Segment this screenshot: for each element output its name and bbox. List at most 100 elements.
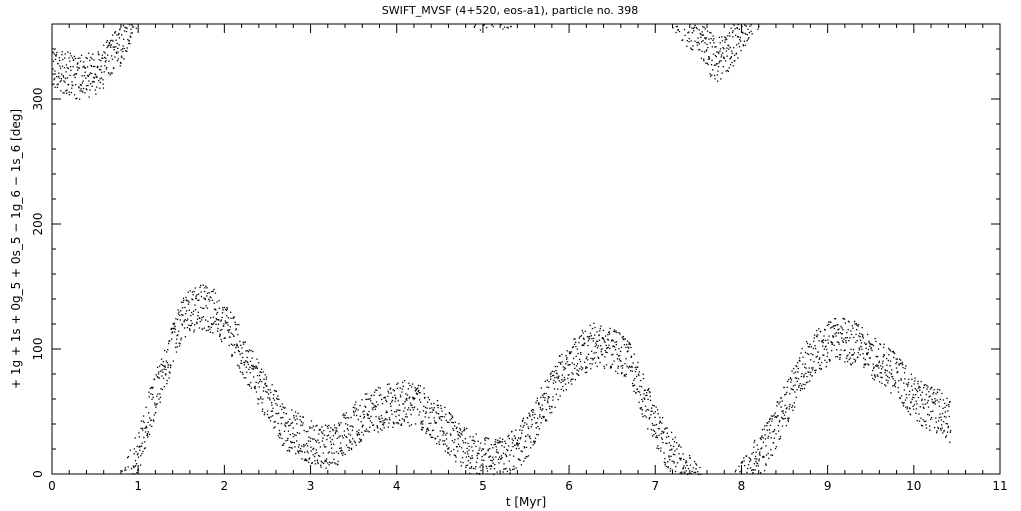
data-point	[175, 318, 177, 320]
data-point	[862, 334, 864, 336]
data-point	[651, 410, 653, 412]
data-point	[543, 393, 545, 395]
data-point	[397, 382, 399, 384]
data-point	[694, 460, 696, 463]
data-point	[569, 352, 572, 354]
data-point	[576, 348, 578, 350]
data-point	[513, 465, 515, 467]
data-point	[743, 464, 746, 467]
data-point	[685, 460, 687, 462]
data-point	[779, 435, 782, 438]
data-point	[114, 56, 116, 58]
data-point	[188, 301, 190, 303]
data-point	[449, 454, 451, 456]
data-point	[494, 463, 496, 466]
data-point	[846, 360, 849, 363]
data-point	[181, 313, 183, 316]
x-tick-label: 11	[992, 479, 1007, 493]
data-point	[835, 335, 837, 337]
data-point	[484, 439, 486, 441]
data-point	[355, 401, 357, 403]
data-point	[321, 426, 323, 428]
data-point	[620, 365, 622, 367]
data-point	[502, 28, 504, 30]
data-point	[61, 51, 63, 53]
data-point	[712, 39, 714, 42]
data-point	[664, 458, 666, 460]
data-point	[807, 353, 810, 355]
data-point	[752, 469, 755, 471]
data-point	[397, 421, 399, 424]
data-point	[250, 349, 252, 352]
data-point	[181, 324, 183, 326]
data-point	[318, 433, 320, 435]
data-point	[705, 37, 708, 39]
data-point	[704, 37, 706, 39]
data-point	[480, 469, 482, 472]
data-point	[343, 413, 345, 415]
data-point	[621, 367, 624, 369]
data-point	[346, 427, 349, 430]
data-point	[615, 370, 617, 373]
data-point	[939, 413, 941, 415]
data-point	[588, 338, 591, 340]
data-point	[332, 429, 334, 432]
data-point	[519, 459, 521, 461]
data-point	[199, 320, 201, 323]
data-point	[459, 436, 461, 438]
data-point	[606, 338, 609, 340]
data-point	[469, 457, 472, 459]
data-point	[750, 459, 752, 461]
data-point	[54, 86, 56, 88]
data-point	[164, 349, 166, 352]
data-point	[942, 432, 944, 434]
data-point	[615, 330, 617, 332]
data-point	[125, 30, 128, 33]
data-point	[168, 371, 171, 373]
data-point	[832, 335, 834, 337]
data-point	[427, 428, 429, 430]
data-point	[923, 407, 925, 410]
data-point	[190, 311, 193, 314]
data-point	[277, 412, 280, 414]
data-point	[312, 454, 314, 456]
data-point	[291, 421, 294, 424]
data-point	[639, 394, 642, 396]
data-point	[502, 471, 504, 473]
data-point	[488, 456, 491, 458]
data-point	[609, 367, 612, 369]
data-point	[316, 459, 319, 461]
data-point	[510, 25, 512, 28]
data-point	[823, 348, 825, 350]
data-point	[527, 434, 529, 436]
data-point	[684, 467, 687, 469]
data-point	[912, 394, 914, 396]
data-point	[318, 455, 321, 457]
data-point	[110, 72, 112, 74]
data-point	[247, 351, 250, 353]
data-point	[309, 427, 311, 430]
data-point	[463, 427, 466, 429]
data-point	[641, 398, 643, 401]
data-point	[656, 409, 659, 411]
data-point	[126, 27, 128, 29]
data-point	[249, 372, 251, 374]
data-point	[878, 360, 881, 363]
data-point	[288, 449, 290, 451]
data-point	[638, 391, 641, 393]
data-point	[521, 450, 523, 453]
data-point	[139, 464, 142, 466]
data-point	[148, 396, 150, 398]
data-point	[339, 435, 341, 437]
data-point	[157, 373, 160, 375]
data-point	[871, 369, 874, 372]
data-point	[845, 340, 847, 342]
data-point	[614, 331, 616, 333]
data-point	[777, 401, 779, 403]
data-point	[330, 427, 332, 429]
data-point	[759, 454, 761, 456]
data-point	[210, 317, 212, 319]
data-point	[933, 391, 935, 394]
data-point	[811, 369, 814, 371]
data-point	[260, 398, 262, 400]
